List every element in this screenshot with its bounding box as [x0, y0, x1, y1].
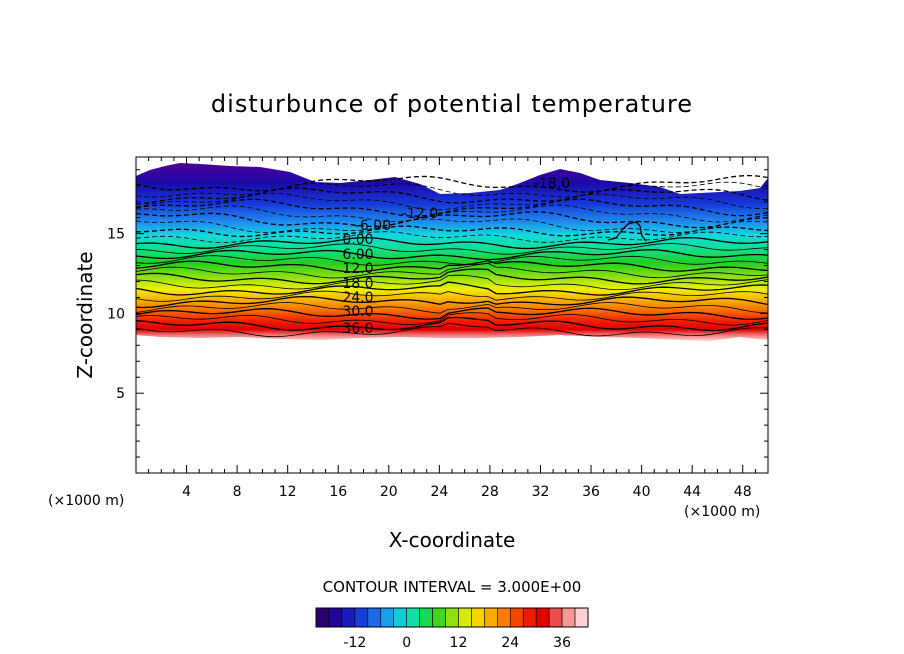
contour-label: 0.00 — [342, 232, 373, 248]
contour-line — [136, 255, 768, 266]
contour-line — [136, 302, 768, 314]
contour-label: 36.0 — [342, 321, 373, 337]
contour-interval-text: CONTOUR INTERVAL = 3.000E+00 — [323, 578, 582, 596]
contour-line — [136, 243, 768, 255]
colorbar-swatch — [522, 607, 537, 628]
contour-line — [136, 225, 768, 238]
contour-line — [136, 295, 768, 309]
colorbar-swatch — [380, 607, 395, 628]
contour-line — [136, 187, 768, 205]
contour-line — [136, 307, 768, 320]
x-tick-label: 28 — [481, 484, 499, 500]
contour-line — [136, 204, 768, 223]
contour-line — [136, 192, 768, 211]
contour-line — [136, 218, 768, 233]
colorbar-swatch — [432, 607, 446, 628]
contour-line — [136, 181, 768, 198]
contour-line — [136, 236, 768, 250]
colorbar-tick-label: 0 — [402, 635, 411, 651]
x-tick-label: 32 — [532, 484, 550, 500]
contour-labels: -18.0 -12.0 -6.000.006.0012.018.024.030.03… — [342, 176, 570, 337]
x-tick-label: 4 — [182, 484, 191, 500]
colorbar-tick-label: 12 — [450, 635, 468, 651]
contour-line — [136, 312, 768, 326]
contour-line — [136, 231, 768, 244]
contour-label: -6.00 — [355, 218, 391, 234]
contour-line — [136, 198, 768, 217]
colorbar-tick-label: 24 — [501, 635, 519, 651]
contour-line — [136, 249, 768, 261]
colorbar-frame — [315, 607, 589, 628]
colorbar-swatch — [561, 607, 576, 628]
contour-bump — [607, 221, 647, 242]
x-unit-left: (×1000 m) — [48, 493, 124, 509]
contour-line — [136, 260, 768, 273]
x-tick-label: 24 — [430, 484, 448, 500]
contour-lines — [136, 174, 768, 338]
x-tick-label: 36 — [582, 484, 600, 500]
colorbar-swatch — [497, 607, 511, 628]
contour-line — [136, 262, 768, 279]
colorbar-swatch — [509, 607, 524, 628]
contour-line — [136, 268, 768, 285]
colorbar — [315, 607, 589, 628]
contour-label: 24.0 — [342, 290, 373, 306]
contour-line — [136, 274, 768, 290]
colorbar-swatch — [367, 607, 382, 628]
contour-field: -18.0 -12.0 -6.000.006.0012.018.024.030.03… — [136, 163, 768, 341]
x-tick-label: 44 — [683, 484, 701, 500]
x-tick-label: 16 — [329, 484, 347, 500]
colorbar-tick-labels: -12 0 12 24 36 — [343, 635, 571, 651]
colorbar-swatch — [315, 607, 330, 628]
contour-line — [136, 174, 768, 193]
colorbar-tick-label: -12 — [343, 635, 366, 651]
colorbar-swatch — [445, 607, 459, 628]
contour-line — [136, 322, 768, 338]
x-tick-label: 40 — [633, 484, 651, 500]
colorbar-swatch — [458, 607, 472, 628]
x-tick-label: 20 — [380, 484, 398, 500]
y-tick-label: 10 — [107, 306, 125, 322]
y-tick-label: 5 — [116, 386, 125, 402]
colorbar-swatch — [548, 607, 563, 628]
x-unit-right: (×1000 m) — [684, 504, 760, 520]
colorbar-swatch — [484, 607, 498, 628]
contour-line — [136, 211, 768, 229]
colorbar-swatch — [471, 607, 485, 628]
contour-line — [136, 290, 768, 302]
contour-label: 30.0 — [342, 304, 373, 320]
colorbar-swatch — [535, 607, 550, 628]
contour-line — [136, 281, 768, 296]
x-tick-label: 48 — [734, 484, 752, 500]
colorbar-swatch — [341, 607, 356, 628]
colorbar-swatch — [328, 607, 343, 628]
colorbar-tick-label: 36 — [553, 635, 571, 651]
contour-line — [136, 316, 768, 332]
y-tick-label: 15 — [107, 227, 125, 243]
contour-label: 18.0 — [342, 276, 373, 292]
contour-label: -18.0 — [534, 176, 570, 192]
colorbar-swatch — [419, 607, 433, 628]
contour-label: 12.0 — [342, 261, 373, 277]
x-axis-label: X-coordinate — [389, 528, 516, 552]
contour-label: -12.0 — [402, 206, 438, 222]
colorbar-swatch — [354, 607, 369, 628]
colorbar-swatch — [393, 607, 407, 628]
axis-ticks — [136, 157, 768, 473]
colorbar-swatch — [406, 607, 420, 628]
contour-label: 6.00 — [342, 247, 373, 263]
x-tick-label: 12 — [279, 484, 297, 500]
y-axis-label: Z-coordinate — [73, 251, 97, 378]
chart-title: disturbunce of potential temperature — [211, 90, 693, 118]
x-tick-label: 8 — [233, 484, 242, 500]
colorbar-swatch — [574, 607, 589, 628]
